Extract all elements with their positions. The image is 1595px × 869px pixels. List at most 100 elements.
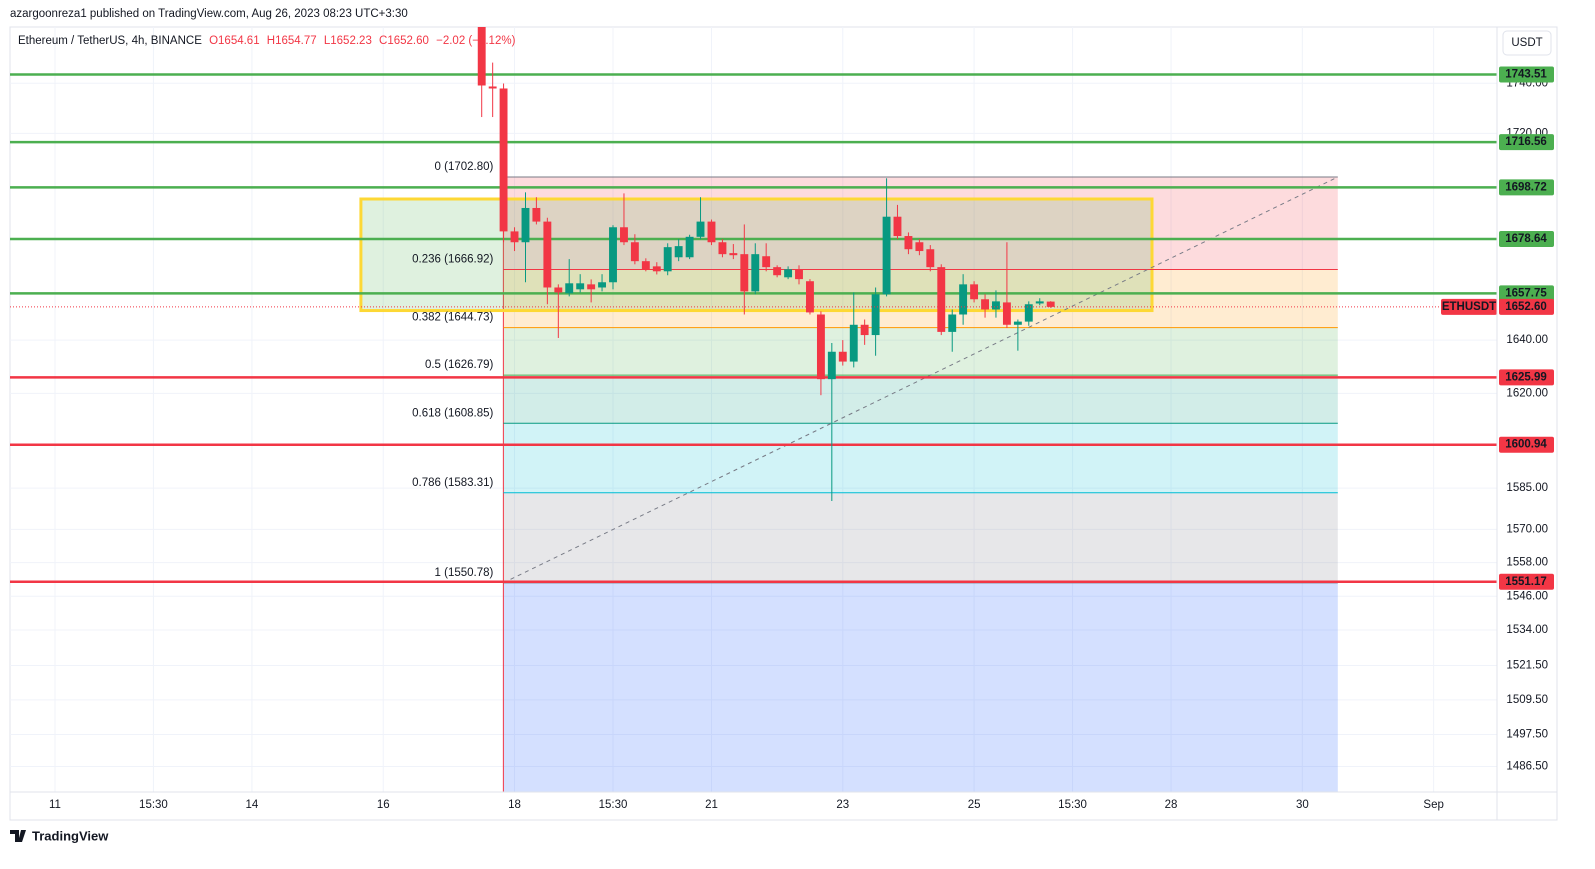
candle-body (1002, 302, 1011, 325)
x-tick-label: 28 (1165, 799, 1178, 811)
fib-label: 1 (1550.78) (435, 567, 494, 579)
level-badge-label: 1716.56 (1505, 136, 1547, 148)
candle-body (565, 283, 574, 294)
level-badge (1499, 573, 1554, 590)
candle-body (609, 227, 617, 283)
candle-body (784, 269, 793, 278)
fib-trend-line (503, 176, 1339, 584)
y-tick-label: 1497.50 (1506, 729, 1548, 741)
fib-label: 0.5 (1626.79) (425, 359, 494, 371)
fib-label: 0.236 (1666.92) (412, 253, 493, 265)
x-tick-label: 23 (836, 799, 849, 811)
candle-body (543, 221, 552, 288)
level-badge (1499, 231, 1554, 248)
candle-body (718, 242, 727, 255)
ohlc-high: H1654.77 (267, 35, 317, 47)
candle-body (477, 27, 486, 86)
candle-body (838, 351, 847, 362)
x-tick-label: 30 (1296, 799, 1309, 811)
candle-body (827, 351, 836, 380)
candle-body (674, 246, 683, 258)
candle-body (806, 281, 814, 313)
y-tick-label: 1585.00 (1506, 482, 1548, 494)
symbol-badge (1441, 298, 1497, 315)
candle-body (652, 266, 661, 272)
candle-body (510, 231, 519, 243)
plot-area: 0 (1702.80) 0.236 (1666.92) 0.382 (1644.73… (10, 27, 1497, 792)
y-tick-label: 1640.00 (1506, 334, 1548, 346)
fib-extension-zone (503, 582, 1338, 792)
level-badge-label: 1698.72 (1505, 181, 1547, 193)
level-badge (1499, 66, 1554, 83)
ohlc-low: L1652.23 (324, 35, 372, 47)
candle-body (630, 242, 639, 262)
y-tick-label: 1509.50 (1506, 694, 1548, 706)
x-tick-label: 11 (49, 799, 61, 811)
fib-zone (503, 492, 1338, 583)
overlay: 1740.001720.001640.001620.001585.001570.… (49, 66, 1554, 811)
candle-body (696, 221, 705, 237)
candle-body (1013, 321, 1022, 325)
candle-body (948, 314, 957, 332)
candle-body (598, 282, 606, 288)
y-tick-label: 1546.00 (1506, 590, 1548, 602)
candle-body (926, 249, 935, 268)
candle-body (751, 254, 760, 292)
x-tick-label: 21 (705, 799, 718, 811)
logo (10, 830, 26, 842)
y-tick-label: 1521.50 (1506, 660, 1548, 672)
fib-label: 0.618 (1608.85) (412, 407, 493, 419)
candle-body (1046, 301, 1055, 307)
ohlc-close: C1652.60 (379, 35, 429, 47)
x-tick-label: 14 (246, 799, 259, 811)
candle-body (1035, 301, 1044, 304)
x-tick-label: 16 (377, 799, 390, 811)
candle-body (992, 301, 1000, 310)
ohlc-open: O1654.61 (209, 35, 260, 47)
candle-body (762, 256, 771, 268)
candle-body (641, 261, 650, 270)
x-tick-label: Sep (1423, 799, 1443, 811)
candle-body (587, 284, 596, 290)
candle-body (915, 242, 924, 252)
candle-body (893, 216, 902, 237)
change: −2.02 (−0.12%) (436, 35, 515, 47)
fib-label: 0.382 (1644.73) (412, 312, 493, 324)
candle-body (740, 254, 749, 292)
candle-body (860, 324, 869, 336)
candle-body (871, 294, 880, 336)
level-badge (1499, 436, 1554, 453)
fib-label: 0 (1702.80) (435, 161, 494, 173)
level-badge-label: 1625.99 (1505, 371, 1547, 383)
x-tick-label: 15:30 (599, 799, 628, 811)
candle-body (488, 86, 497, 89)
candle-body (849, 324, 858, 362)
candle-body (959, 284, 968, 315)
currency[interactable]: USDT (1511, 37, 1542, 49)
candle-body (795, 269, 803, 280)
level-badge-label: 1551.17 (1505, 576, 1547, 588)
candle-body (685, 236, 694, 258)
candle-body (882, 216, 891, 295)
level-badge (1499, 369, 1554, 386)
candle-body (554, 287, 563, 293)
symbol-badge-label: ETHUSDT (1442, 301, 1496, 313)
y-tick-label: 1570.00 (1506, 523, 1548, 535)
price-badge (1499, 298, 1554, 315)
candle-body (970, 284, 979, 300)
fib-zone (503, 327, 1338, 376)
level-badge (1499, 285, 1554, 302)
publisher: azargoonreza1 published on TradingView.c… (10, 8, 408, 20)
candle-body (816, 314, 825, 380)
price-badge-label: 1652.60 (1505, 301, 1547, 313)
level-badge-label: 1678.64 (1505, 233, 1547, 245)
fib-zone (503, 375, 1338, 424)
x-tick-label: 18 (508, 799, 521, 811)
level-badge (1499, 134, 1554, 151)
candle-body (729, 253, 738, 256)
x-tick-label: 15:30 (139, 799, 168, 811)
currency-button[interactable] (1502, 30, 1552, 56)
footer-brand: TradingView (32, 828, 109, 843)
